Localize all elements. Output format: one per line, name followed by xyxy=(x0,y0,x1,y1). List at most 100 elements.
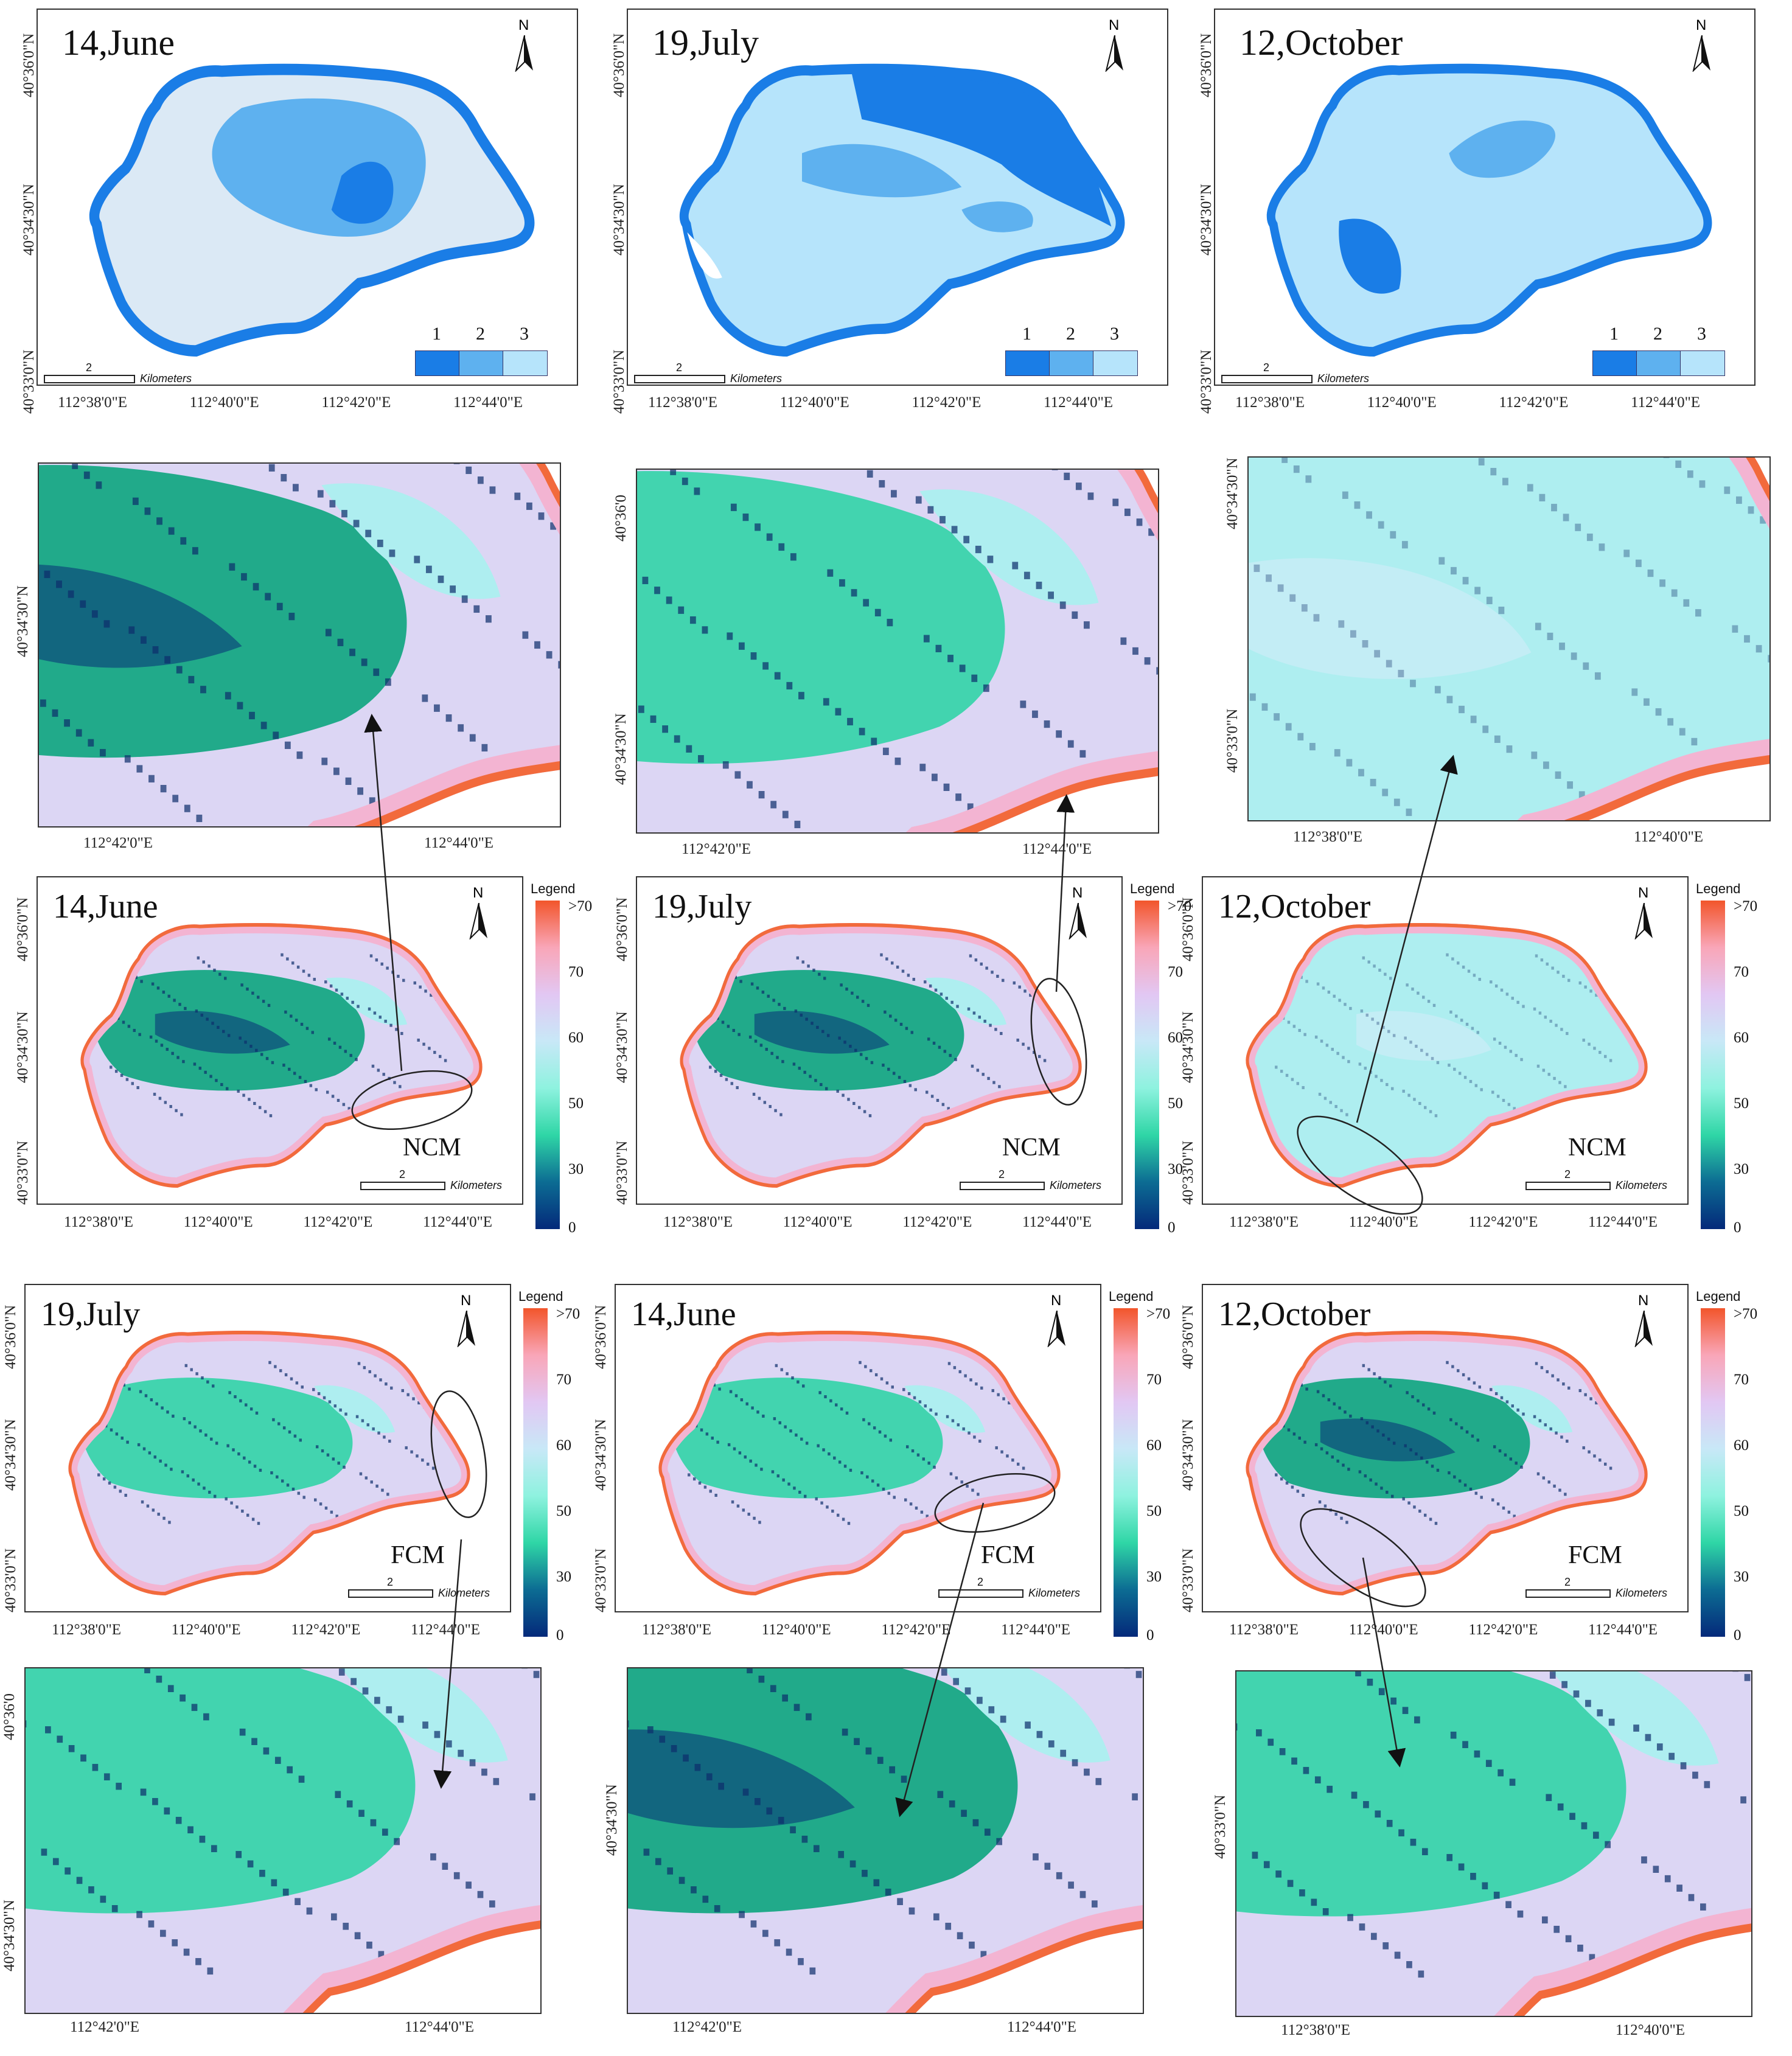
scale-bar xyxy=(634,375,725,383)
lon-tick-label: 112°38'0"E xyxy=(1235,394,1305,411)
north-arrow: N xyxy=(1632,885,1656,939)
lon-tick-label: 112°44'0"E xyxy=(405,2019,475,2035)
legend-value: 70 xyxy=(1168,964,1183,980)
legend-value: 70 xyxy=(568,964,584,980)
scale-unit: Kilometers xyxy=(140,372,192,385)
legend-title: Legend xyxy=(531,881,576,896)
legend-value: 70 xyxy=(556,1371,571,1388)
lon-tick-label: 112°44'0"E xyxy=(1001,1622,1071,1638)
lake-map xyxy=(89,63,535,357)
legend-value: 60 xyxy=(1734,1437,1749,1454)
legend-value: 70 xyxy=(1734,1371,1749,1388)
scale-unit: Kilometers xyxy=(450,1179,503,1191)
highlight-ellipse xyxy=(934,1472,1056,1533)
legend-value: 0 xyxy=(1734,1627,1741,1643)
north-label: N xyxy=(1638,885,1649,901)
highlight-ellipse xyxy=(351,1070,473,1131)
lake-map xyxy=(80,923,483,1188)
lon-tick-label: 112°42'0"E xyxy=(1468,1214,1538,1230)
scale-number: 2 xyxy=(399,1168,406,1180)
class-swatch xyxy=(1636,350,1681,376)
legend-title: Legend xyxy=(1696,1289,1741,1304)
lon-tick-label: 112°42'0"E xyxy=(881,1622,951,1638)
lon-tick-label: 112°38'0"E xyxy=(1281,2022,1351,2038)
lon-tick-label: 112°38'0"E xyxy=(1293,829,1363,845)
lake-map xyxy=(39,464,560,826)
panel-title: 19,July xyxy=(652,23,759,63)
leader-line xyxy=(1356,754,1458,1123)
legend-value: >70 xyxy=(556,1306,580,1322)
lon-tick-label: 112°44'0"E xyxy=(1022,841,1092,857)
lake-map xyxy=(1246,1331,1648,1595)
lake-map xyxy=(628,1668,1143,2013)
lake-map xyxy=(680,923,1082,1188)
lake-map xyxy=(1249,458,1769,820)
legend-value: 50 xyxy=(556,1503,571,1519)
fcm-map-panel: 12,October FCM N 2 Kilometers xyxy=(1202,1284,1689,1612)
legend-value: 0 xyxy=(1168,1219,1176,1236)
lon-tick-label: 112°42'0"E xyxy=(291,1622,361,1638)
highlight-ellipse xyxy=(1030,978,1087,1106)
scale-unit: Kilometers xyxy=(1616,1587,1668,1599)
north-arrow: N xyxy=(512,17,537,72)
lon-tick-label: 112°40'0"E xyxy=(1616,2022,1686,2038)
class-label: 1 xyxy=(1609,324,1619,344)
lon-tick-label: 112°44'0"E xyxy=(453,394,523,411)
north-arrow: N xyxy=(1632,1292,1656,1347)
legend-value: 0 xyxy=(1734,1219,1741,1236)
north-label: N xyxy=(518,17,529,33)
lon-tick-label: 112°42'0"E xyxy=(321,394,391,411)
north-arrow: N xyxy=(1066,885,1090,939)
class-swatch xyxy=(1093,350,1138,376)
legend-value: 60 xyxy=(568,1030,584,1046)
panel-title: 19,July xyxy=(652,888,752,925)
leader-line xyxy=(1055,794,1075,992)
lon-tick-label: 112°44'0"E xyxy=(1044,394,1114,411)
legend-value: >70 xyxy=(1146,1306,1171,1322)
class-label: 1 xyxy=(1022,324,1031,344)
class-swatch xyxy=(503,350,548,376)
north-arrow-icon xyxy=(1047,1311,1065,1347)
scale-number: 2 xyxy=(387,1576,394,1588)
scale-bar xyxy=(1525,1182,1611,1190)
legend-value: 30 xyxy=(1734,1569,1749,1585)
lon-tick-label: 112°42'0"E xyxy=(70,2019,140,2035)
lon-tick-label: 112°42'0"E xyxy=(303,1214,373,1230)
leader-line xyxy=(364,714,403,1072)
scale-number: 2 xyxy=(977,1576,984,1588)
lon-tick-label: 112°44'0"E xyxy=(423,1214,493,1230)
class-swatch xyxy=(1049,350,1094,376)
panel-title: 12,October xyxy=(1218,1295,1371,1333)
north-label: N xyxy=(1109,17,1120,33)
north-arrow: N xyxy=(455,1292,479,1347)
method-label: NCM xyxy=(403,1134,461,1162)
highlight-ellipse xyxy=(1297,1115,1423,1215)
lon-tick-label: 112°40'0"E xyxy=(783,1214,852,1230)
highlight-ellipse xyxy=(1300,1508,1426,1608)
legend-colorbar xyxy=(1135,901,1159,1229)
legend-value: >70 xyxy=(1734,1306,1758,1322)
scale-unit: Kilometers xyxy=(1616,1179,1668,1191)
legend-title: Legend xyxy=(1696,881,1741,896)
scale-bar xyxy=(348,1589,433,1598)
lon-tick-label: 112°40'0"E xyxy=(779,394,849,411)
lon-tick-label: 112°42'0"E xyxy=(1468,1622,1538,1638)
scale-number: 2 xyxy=(1564,1168,1571,1180)
legend-colorbar xyxy=(523,1308,548,1637)
lake-map xyxy=(679,63,1125,357)
lon-tick-label: 112°38'0"E xyxy=(1229,1622,1299,1638)
lon-tick-label: 112°38'0"E xyxy=(648,394,718,411)
lake-map xyxy=(637,470,1158,832)
legend-colorbar xyxy=(535,901,560,1229)
class-swatch xyxy=(1005,350,1050,376)
class-label: 3 xyxy=(1697,324,1706,344)
lon-tick-label: 112°40'0"E xyxy=(183,1214,253,1230)
class-label: 3 xyxy=(1110,324,1119,344)
north-arrow-icon xyxy=(1692,35,1710,72)
north-label: N xyxy=(1638,1292,1649,1309)
class-swatch xyxy=(1680,350,1725,376)
panel-title: 14,June xyxy=(62,23,175,63)
north-arrow: N xyxy=(1690,17,1714,72)
leader-line xyxy=(433,1539,462,1789)
lon-tick-label: 112°44'0"E xyxy=(1022,1214,1092,1230)
